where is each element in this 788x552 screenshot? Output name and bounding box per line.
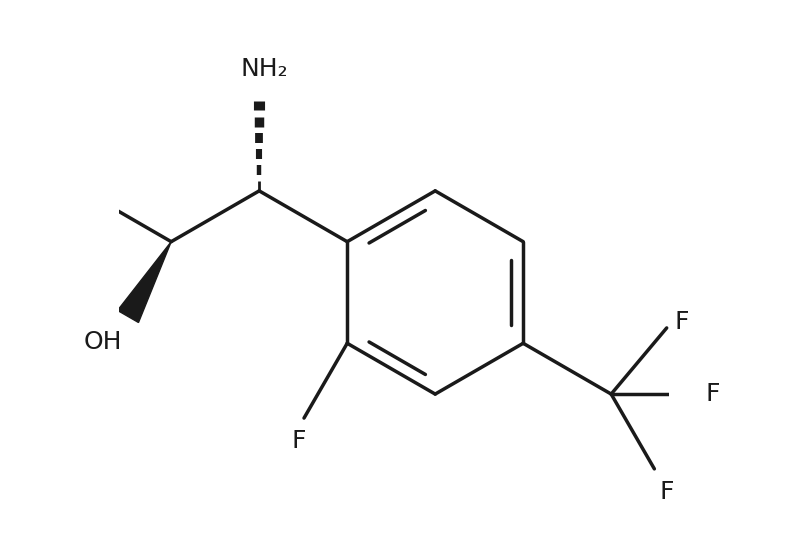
- Text: OH: OH: [84, 330, 123, 354]
- Text: F: F: [675, 310, 690, 335]
- Text: F: F: [706, 382, 720, 406]
- Polygon shape: [117, 242, 171, 322]
- Text: F: F: [292, 429, 306, 453]
- Text: NH₂: NH₂: [241, 57, 288, 81]
- Text: F: F: [660, 480, 675, 504]
